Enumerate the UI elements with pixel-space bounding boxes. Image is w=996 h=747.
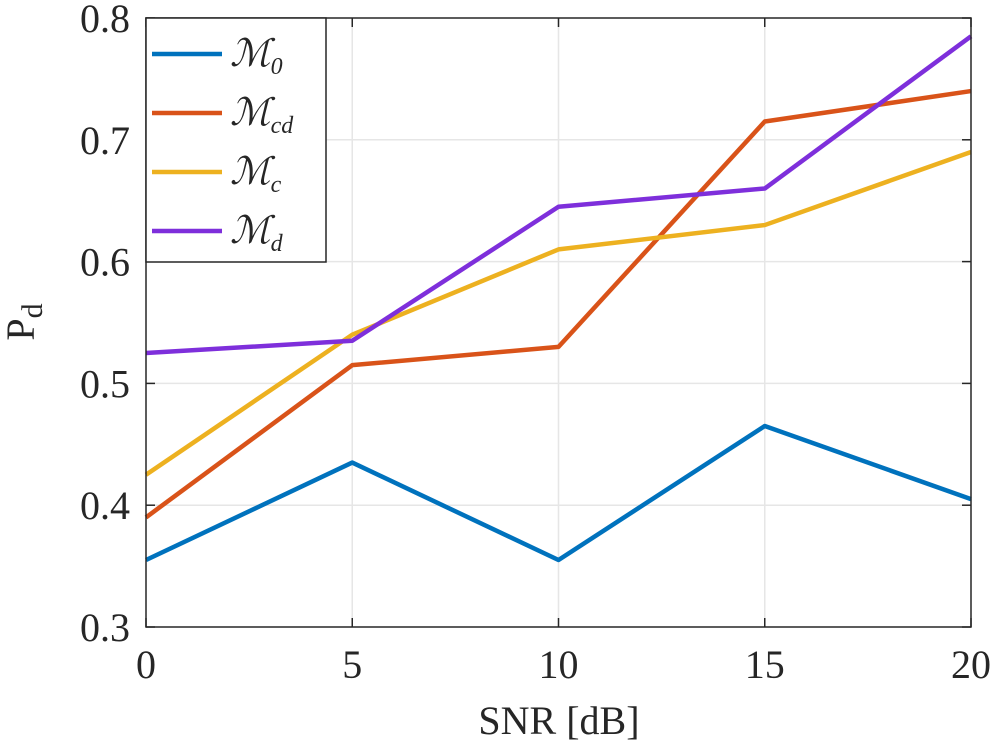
y-axis-title-main: P xyxy=(0,318,43,340)
legend-label-Mc: ℳc xyxy=(230,151,282,198)
series-line-Mcd xyxy=(144,88,972,520)
y-axis-title-sub: d xyxy=(16,303,49,318)
series-line-Mc xyxy=(144,149,972,477)
y-tick-label: 0.7 xyxy=(80,118,130,163)
svg-text:Pd: Pd xyxy=(0,303,49,340)
y-tick-label: 0.6 xyxy=(80,240,130,285)
legend-label-main: ℳ xyxy=(230,92,276,134)
x-axis-title: SNR [dB] xyxy=(478,698,639,743)
y-axis-title: Pd xyxy=(0,303,49,340)
legend-label-sub: d xyxy=(271,231,284,257)
legend-label-sub: c xyxy=(271,172,282,198)
axes xyxy=(145,17,972,628)
x-tick-label: 10 xyxy=(539,642,579,687)
x-tick-label: 15 xyxy=(745,642,785,687)
legend-label-sub: cd xyxy=(271,113,295,139)
x-tick-label: 20 xyxy=(951,642,991,687)
legend-label-M0: ℳ0 xyxy=(230,33,283,80)
legend-label-main: ℳ xyxy=(230,151,276,193)
legend-label-main: ℳ xyxy=(230,210,276,252)
x-tick-label: 0 xyxy=(136,642,156,687)
tick-labels: 0 5 10 15 20 0.3 0.4 0.5 0.6 0.7 0.8 xyxy=(80,0,991,687)
legend-label-main: ℳ xyxy=(230,33,276,75)
series-line-Md xyxy=(145,34,973,356)
x-tick-label: 5 xyxy=(342,642,362,687)
series-lines xyxy=(144,34,973,563)
legend-label-Mcd: ℳcd xyxy=(230,92,294,139)
y-tick-label: 0.8 xyxy=(80,0,130,41)
y-tick-label: 0.4 xyxy=(80,483,130,528)
legend-label-sub: 0 xyxy=(271,54,283,80)
y-tick-label: 0.3 xyxy=(80,605,130,650)
legend-box xyxy=(145,17,327,263)
series-line-M0 xyxy=(145,423,972,563)
legend-label-Md: ℳd xyxy=(230,210,284,257)
y-tick-label: 0.5 xyxy=(80,361,130,406)
